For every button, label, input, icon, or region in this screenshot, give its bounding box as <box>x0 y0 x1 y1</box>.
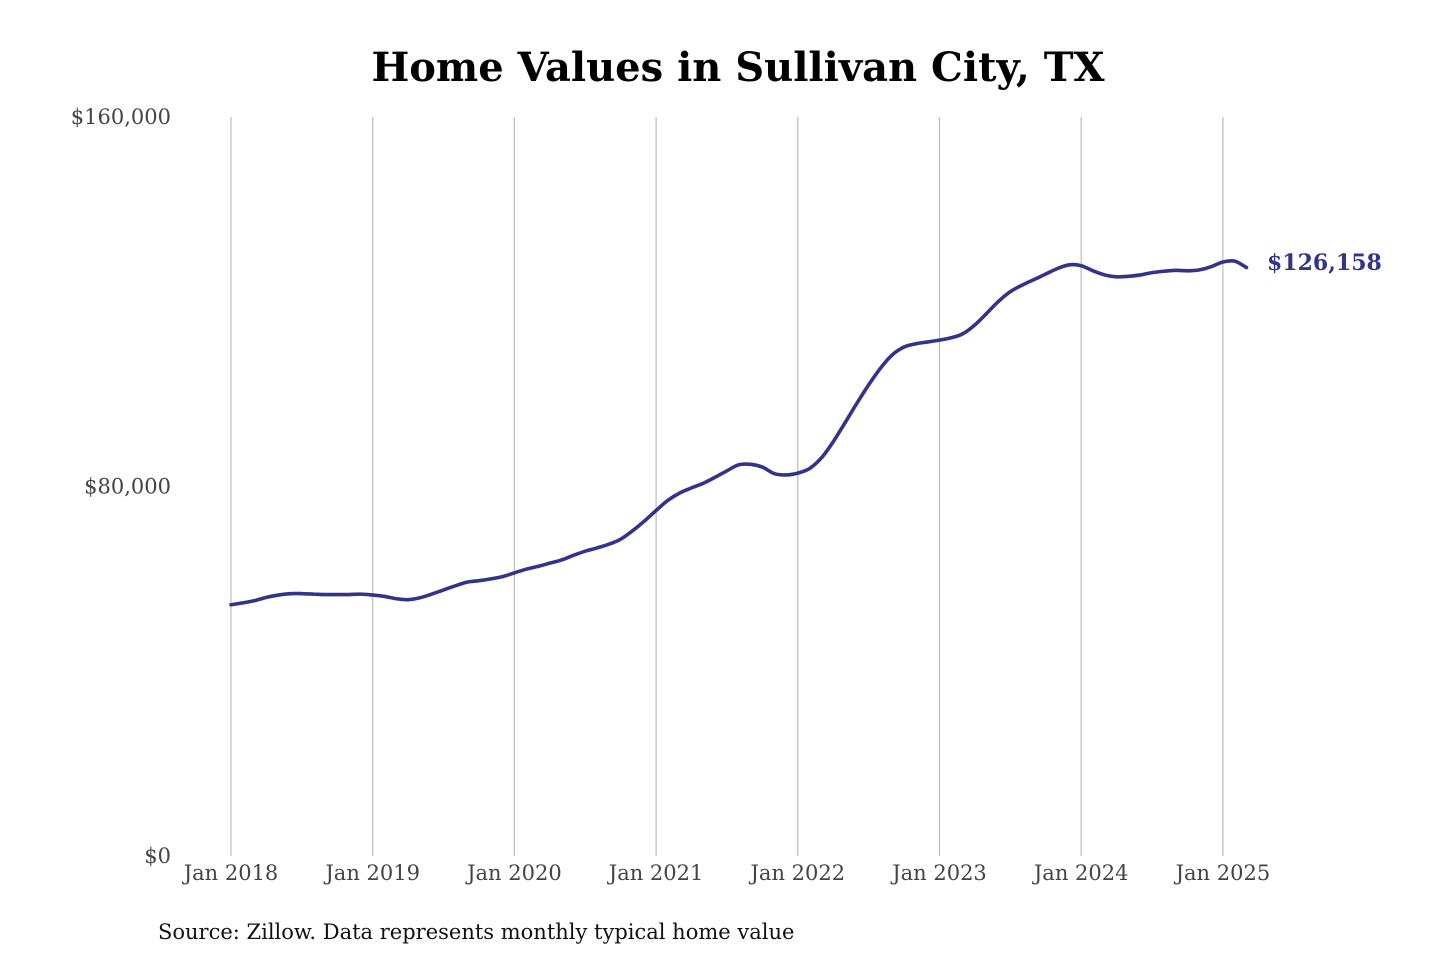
y-tick-label: $80,000 <box>84 475 171 499</box>
x-tick-label: Jan 2022 <box>749 861 846 885</box>
x-tick-label: Jan 2019 <box>323 861 420 885</box>
x-axis-tick-labels: Jan 2018 Jan 2019 Jan 2020 Jan 2021 Jan 2022… <box>182 861 1270 885</box>
x-tick-label: Jan 2024 <box>1032 861 1129 885</box>
grid-lines <box>230 117 1224 856</box>
end-value-label: $126,158 <box>1267 250 1382 276</box>
x-tick-label: Jan 2018 <box>182 861 279 885</box>
chart-title: Home Values in Sullivan City, TX <box>371 44 1104 91</box>
x-tick-label: Jan 2025 <box>1174 861 1271 885</box>
x-tick-label: Jan 2020 <box>465 861 562 885</box>
series-line <box>229 258 1249 607</box>
source-note: Source: Zillow. Data represents monthly … <box>158 920 794 944</box>
series-layer <box>229 258 1249 607</box>
y-tick-label: $0 <box>144 844 171 868</box>
y-axis-tick-labels: $0 $80,000 $160,000 <box>71 105 171 868</box>
y-tick-label: $160,000 <box>71 105 171 129</box>
x-tick-label: Jan 2023 <box>890 861 987 885</box>
x-tick-label: Jan 2021 <box>607 861 704 885</box>
